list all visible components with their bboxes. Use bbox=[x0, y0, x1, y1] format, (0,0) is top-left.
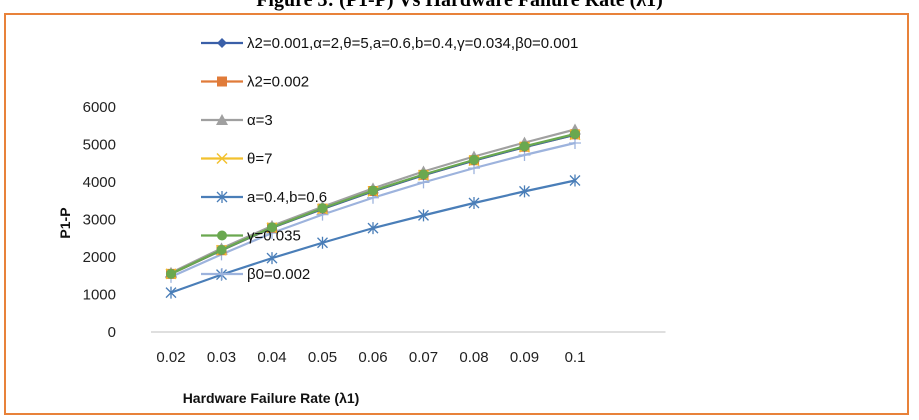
series-line bbox=[170, 133, 576, 275]
y-tick-label: 3000 bbox=[83, 212, 116, 229]
legend-item: α=3 bbox=[201, 112, 273, 129]
data-point bbox=[469, 154, 479, 165]
legend-label: a=0.4,b=0.6 bbox=[247, 189, 327, 206]
series-line bbox=[170, 133, 576, 275]
data-point bbox=[266, 252, 278, 265]
data-point bbox=[468, 197, 480, 209]
y-tick-label: 1000 bbox=[83, 287, 116, 304]
y-tick-label: 2000 bbox=[83, 249, 116, 266]
legend-label: λ2=0.001,α=2,θ=5,a=0.6,b=0.4,γ=0.034,β0=… bbox=[247, 35, 578, 52]
x-tick-label: 0.05 bbox=[308, 349, 337, 366]
legend-marker bbox=[216, 191, 228, 203]
y-axis-title: P1-P bbox=[57, 207, 73, 238]
chart-area: 0 1000 2000 3000 4000 5000 6000 0.02 0.03 0.04 0.0… bbox=[4, 13, 909, 415]
x-tick-label: 0.03 bbox=[207, 349, 236, 366]
x-tick-label: 0.07 bbox=[409, 349, 438, 366]
line-chart: 0 1000 2000 3000 4000 5000 6000 0.02 0.03 0.04 0.0… bbox=[57, 35, 666, 406]
legend-marker bbox=[216, 114, 228, 125]
data-point bbox=[166, 268, 176, 279]
series-line bbox=[170, 133, 576, 275]
legend-item: γ=0.035 bbox=[201, 228, 301, 245]
x-axis-title: Hardware Failure Rate (λ1) bbox=[183, 390, 360, 406]
series-line bbox=[170, 141, 576, 278]
x-tick-label: 0.04 bbox=[257, 349, 286, 366]
data-point bbox=[570, 129, 580, 139]
data-point bbox=[367, 222, 379, 235]
series-line bbox=[170, 132, 576, 275]
y-tick-label: 5000 bbox=[83, 137, 116, 154]
legend-marker bbox=[217, 38, 227, 48]
legend-label: θ=7 bbox=[247, 151, 272, 168]
y-tick-label: 6000 bbox=[83, 99, 116, 116]
legend-label: α=3 bbox=[247, 112, 273, 129]
x-tick-label: 0.09 bbox=[510, 349, 539, 366]
figure-title: Figure 3: (P1-P) Vs Hardware Failure Rat… bbox=[256, 0, 663, 11]
legend-item: β0=0.002 bbox=[201, 266, 310, 283]
y-tick-label: 0 bbox=[108, 324, 116, 341]
y-tick-label: 4000 bbox=[83, 174, 116, 191]
x-tick-label: 0.08 bbox=[459, 349, 488, 366]
data-point bbox=[267, 222, 277, 233]
series-5 bbox=[166, 129, 580, 279]
legend-marker bbox=[216, 152, 228, 165]
series-lines bbox=[165, 123, 581, 299]
data-point bbox=[519, 141, 530, 152]
legend-marker bbox=[216, 268, 228, 280]
legend-item: λ2=0.002 bbox=[201, 74, 309, 91]
data-point bbox=[519, 185, 530, 198]
series-4 bbox=[165, 174, 581, 299]
x-tick-label: 0.02 bbox=[156, 349, 185, 366]
data-point bbox=[418, 169, 429, 180]
x-tick-label: 0.06 bbox=[358, 349, 387, 366]
legend-item: a=0.4,b=0.6 bbox=[201, 189, 327, 206]
legend-item: θ=7 bbox=[201, 151, 272, 168]
series-1 bbox=[166, 129, 580, 279]
legend-label: γ=0.035 bbox=[247, 228, 301, 245]
data-point bbox=[317, 236, 328, 249]
data-point bbox=[165, 286, 177, 299]
legend-marker bbox=[217, 230, 227, 241]
axes: 0 1000 2000 3000 4000 5000 6000 0.02 0.03 0.04 0.0… bbox=[57, 99, 666, 406]
series-3 bbox=[165, 129, 581, 280]
legend-marker bbox=[217, 76, 227, 87]
data-point bbox=[418, 209, 429, 222]
data-point bbox=[216, 244, 227, 255]
legend: λ2=0.001,α=2,θ=5,a=0.6,b=0.4,γ=0.034,β0=… bbox=[201, 35, 578, 283]
series-0 bbox=[166, 129, 580, 279]
x-tick-label: 0.1 bbox=[565, 349, 586, 366]
legend-item: λ2=0.001,α=2,θ=5,a=0.6,b=0.4,γ=0.034,β0=… bbox=[201, 35, 578, 52]
legend-label: β0=0.002 bbox=[247, 266, 310, 283]
data-point bbox=[317, 203, 328, 214]
legend-label: λ2=0.002 bbox=[247, 74, 309, 91]
data-point bbox=[569, 174, 581, 187]
data-point bbox=[368, 185, 378, 196]
